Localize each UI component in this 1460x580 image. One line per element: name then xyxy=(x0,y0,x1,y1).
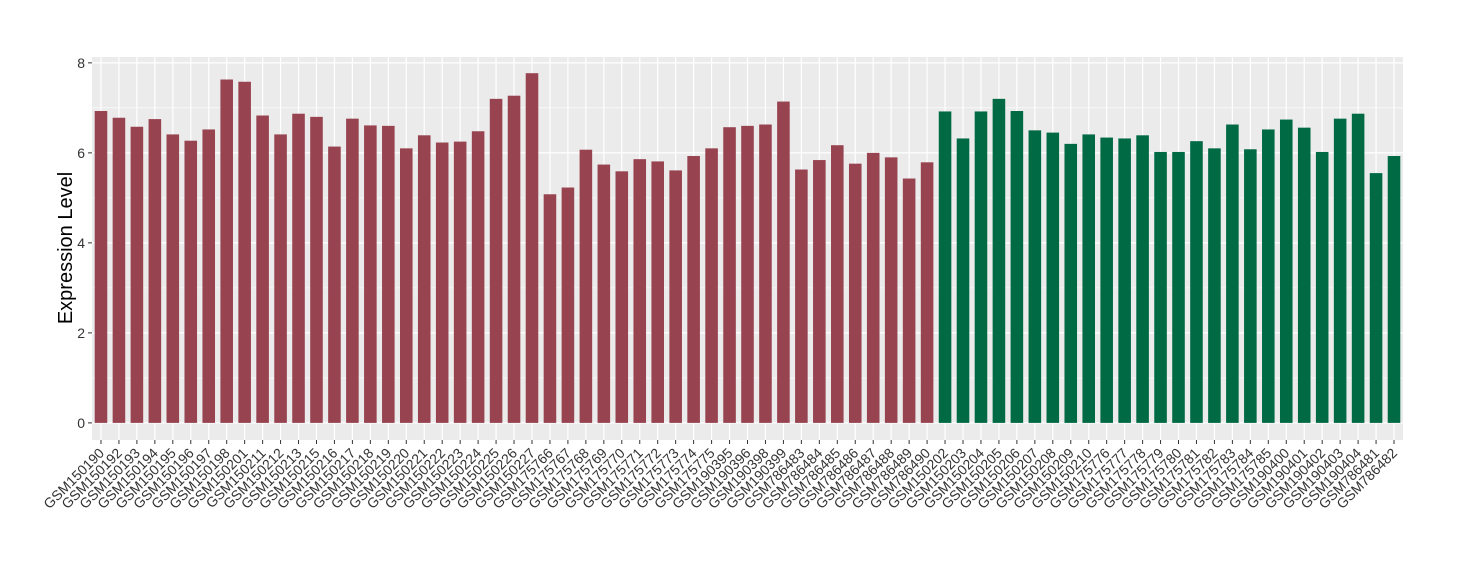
bar xyxy=(1244,149,1257,423)
y-axis-label: Expression Level xyxy=(55,172,77,324)
bar xyxy=(1028,130,1042,423)
bar xyxy=(310,116,323,423)
bar xyxy=(723,127,736,423)
bar xyxy=(884,157,898,423)
bar xyxy=(777,101,790,423)
bar xyxy=(292,113,305,423)
bar xyxy=(1172,151,1185,423)
y-tick-label: 0 xyxy=(77,415,85,431)
bar xyxy=(974,111,988,423)
bar xyxy=(1154,151,1167,423)
bar xyxy=(1064,143,1078,423)
bar xyxy=(417,135,431,423)
bar xyxy=(1136,135,1149,423)
bar xyxy=(848,163,862,423)
bar xyxy=(471,131,485,423)
bar xyxy=(256,115,269,423)
bar xyxy=(238,81,251,423)
bar xyxy=(1297,127,1311,423)
bar xyxy=(525,73,539,423)
bar xyxy=(1226,124,1239,423)
bar xyxy=(561,187,575,423)
y-tick-label: 6 xyxy=(77,145,85,161)
bar xyxy=(1262,129,1275,423)
bar xyxy=(920,162,934,423)
bar xyxy=(1351,113,1365,423)
bar xyxy=(453,141,467,423)
bar xyxy=(1208,148,1221,423)
bar xyxy=(382,125,395,423)
bar xyxy=(1279,119,1293,423)
bar xyxy=(346,118,359,423)
bar xyxy=(543,194,557,423)
bar xyxy=(992,98,1006,423)
bar xyxy=(759,124,772,423)
bar xyxy=(1118,138,1131,423)
bar xyxy=(741,125,754,423)
bar xyxy=(220,79,233,423)
bar xyxy=(148,119,162,423)
bar xyxy=(274,134,287,423)
bar xyxy=(615,171,629,423)
bar xyxy=(130,126,144,423)
bar xyxy=(1369,173,1383,423)
bar xyxy=(184,140,198,423)
bar xyxy=(489,98,503,423)
bar xyxy=(795,169,808,423)
bar xyxy=(364,125,377,423)
bar xyxy=(1010,111,1024,423)
bar xyxy=(328,146,341,423)
bar xyxy=(399,148,413,423)
bar xyxy=(866,152,880,423)
bar xyxy=(1046,132,1060,423)
bar xyxy=(507,95,521,423)
bar xyxy=(831,145,844,423)
bar xyxy=(1100,137,1113,423)
bar xyxy=(202,129,216,423)
bar xyxy=(813,160,826,423)
bar xyxy=(112,117,126,423)
bar xyxy=(1190,141,1203,423)
bar xyxy=(166,134,180,423)
bar xyxy=(956,138,970,423)
bar xyxy=(597,164,611,423)
bar xyxy=(705,148,718,423)
bar xyxy=(902,178,916,423)
y-tick-label: 2 xyxy=(77,325,85,341)
y-tick-label: 4 xyxy=(77,235,85,251)
bar xyxy=(1333,118,1347,423)
bar xyxy=(579,149,593,423)
bar xyxy=(633,159,647,423)
bar xyxy=(1082,134,1096,423)
bar xyxy=(651,161,664,423)
bar xyxy=(435,142,449,423)
bar xyxy=(1315,151,1329,423)
bar xyxy=(687,156,700,423)
bar xyxy=(938,111,952,423)
bar xyxy=(669,170,682,423)
bar xyxy=(1387,156,1401,423)
bar xyxy=(94,111,108,423)
y-tick-label: 8 xyxy=(77,55,85,71)
